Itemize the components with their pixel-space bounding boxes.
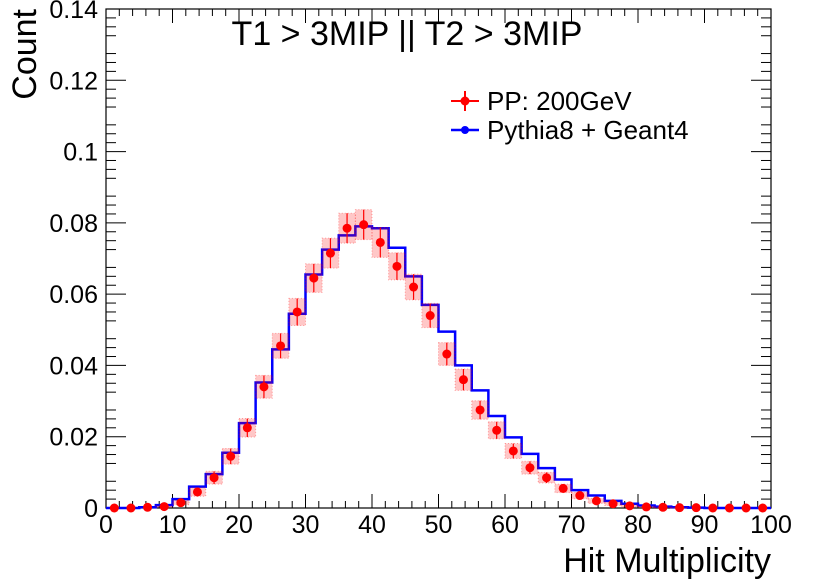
x-tick-label: 80 — [624, 511, 652, 539]
data-point — [708, 503, 718, 513]
data-point — [508, 446, 518, 456]
data-point — [143, 502, 153, 512]
y-tick-label: 0.14 — [49, 0, 98, 24]
data-point — [359, 220, 369, 230]
legend: PP: 200GeV Pythia8 + Geant4 — [451, 86, 689, 145]
y-tick-label: 0.08 — [49, 210, 98, 238]
y-axis-title: Count — [6, 8, 44, 99]
x-tick-label: 90 — [691, 511, 719, 539]
data-point — [575, 491, 585, 501]
data-point — [691, 503, 701, 513]
data-layer — [106, 209, 771, 513]
data-point — [209, 473, 219, 483]
data-point — [325, 248, 335, 258]
y-tick-label: 0.1 — [63, 139, 98, 167]
data-point — [292, 307, 302, 317]
plot-frame — [105, 8, 772, 509]
data-point — [192, 487, 202, 497]
data-point — [558, 483, 568, 493]
y-tick-label: 0.02 — [49, 424, 98, 452]
data-point — [276, 341, 286, 351]
data-point — [375, 237, 385, 247]
x-tick-label: 100 — [750, 511, 792, 539]
data-point — [542, 473, 552, 483]
x-tick-label: 60 — [491, 511, 519, 539]
chart-title: T1 > 3MIP || T2 > 3MIP — [232, 15, 583, 53]
x-tick-label: 40 — [358, 511, 386, 539]
data-point — [758, 503, 768, 513]
y-tick-label: 0 — [84, 495, 98, 523]
legend-data-marker — [460, 96, 470, 106]
data-point — [658, 502, 668, 512]
data-point — [409, 282, 419, 292]
x-tick-label: 50 — [425, 511, 453, 539]
axes: 0 10 20 30 40 50 60 70 80 90 100 0 0.02 0.04 0.06 0.08 0… — [49, 0, 792, 539]
x-tick-label: 20 — [225, 511, 253, 539]
data-point — [259, 382, 269, 392]
data-point — [525, 463, 535, 473]
data-point — [492, 425, 502, 435]
data-point — [675, 503, 685, 513]
data-point — [458, 375, 468, 385]
data-point — [392, 261, 402, 271]
sim-histogram-line — [106, 225, 771, 510]
data-point — [724, 503, 734, 513]
data-point — [625, 501, 635, 511]
legend-entry-sim: Pythia8 + Geant4 — [451, 115, 689, 145]
data-point — [475, 405, 485, 415]
data-point — [226, 451, 236, 461]
legend-entry-data: PP: 200GeV — [451, 86, 632, 116]
x-tick-label: 70 — [558, 511, 586, 539]
data-point — [242, 423, 252, 433]
data-point — [309, 273, 319, 283]
data-point — [641, 502, 651, 512]
data-point — [608, 499, 618, 509]
data-point — [342, 223, 352, 233]
legend-sim-marker — [461, 126, 469, 134]
legend-sim-label: Pythia8 + Geant4 — [487, 115, 689, 145]
x-tick-label: 10 — [159, 511, 187, 539]
x-tick-label: 30 — [292, 511, 320, 539]
y-tick-label: 0.04 — [49, 352, 98, 380]
legend-data-label: PP: 200GeV — [487, 86, 632, 116]
data-point — [176, 498, 186, 508]
data-point — [126, 503, 136, 513]
data-point — [109, 503, 119, 513]
y-tick-label: 0.12 — [49, 67, 98, 95]
data-point — [442, 349, 452, 359]
x-tick-label: 0 — [99, 511, 113, 539]
data-point — [591, 496, 601, 506]
data-point — [741, 503, 751, 513]
x-axis-title: Hit Multiplicity — [563, 542, 771, 580]
y-tick-label: 0.06 — [49, 281, 98, 309]
data-point — [425, 311, 435, 321]
data-point — [159, 502, 169, 512]
